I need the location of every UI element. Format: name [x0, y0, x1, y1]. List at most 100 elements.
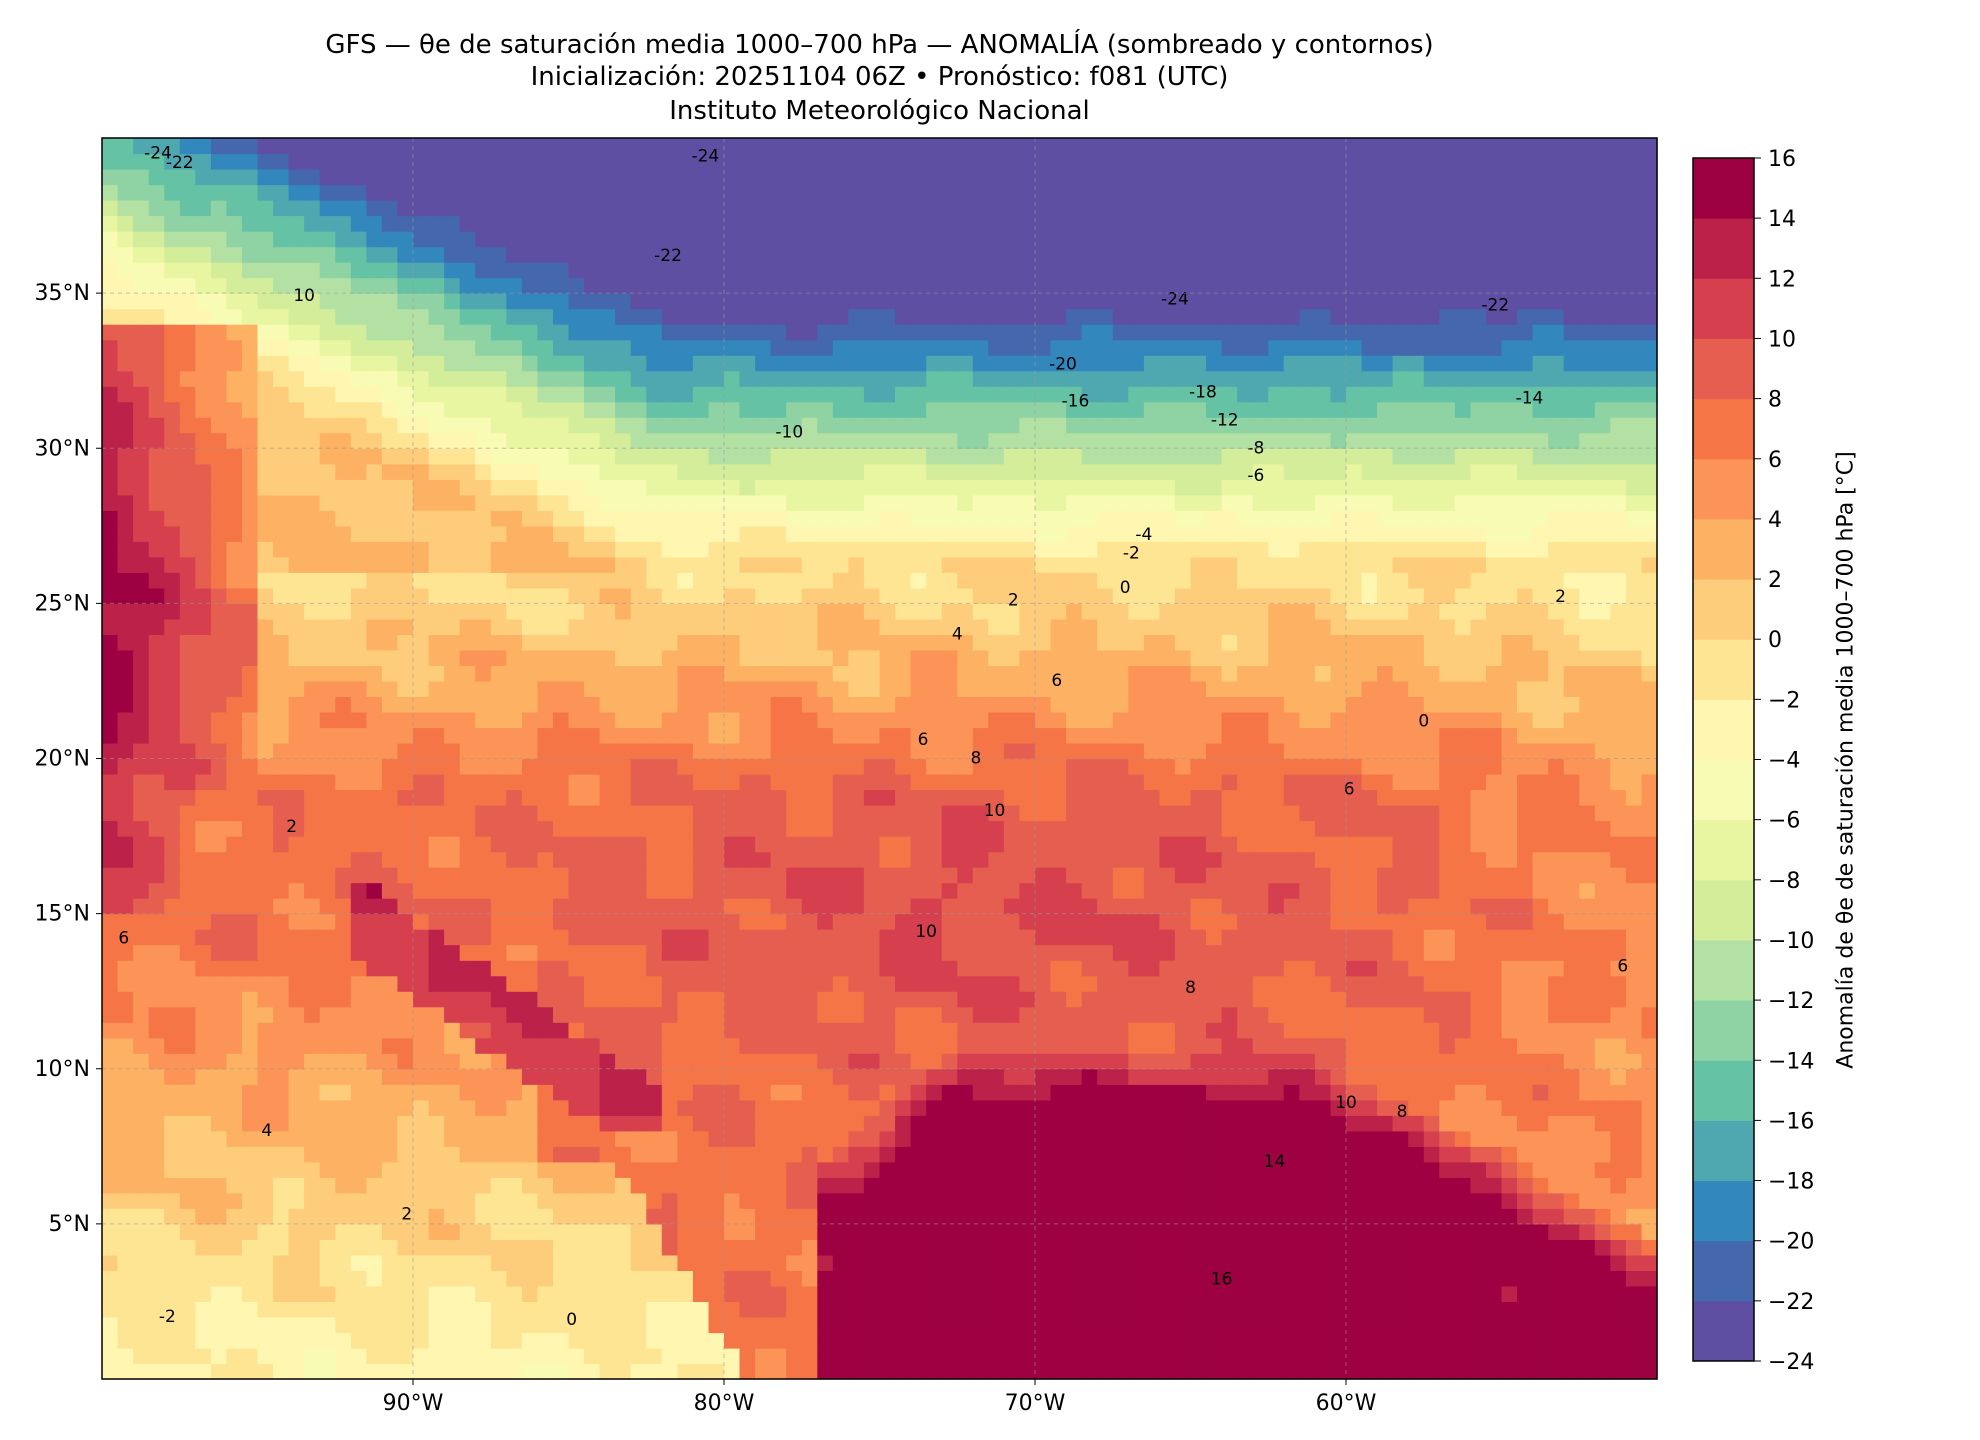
field-cell — [1548, 882, 1565, 899]
field-cell — [1019, 1115, 1036, 1132]
field-cell — [708, 712, 725, 729]
field-cell — [661, 960, 678, 977]
field-cell — [179, 789, 196, 806]
field-cell — [1408, 944, 1425, 961]
field-cell — [1532, 1084, 1549, 1101]
field-cell — [133, 820, 150, 837]
field-cell — [863, 898, 881, 915]
field-cell — [770, 929, 787, 946]
field-cell — [288, 991, 305, 1008]
field-cell — [1392, 649, 1409, 666]
field-cell — [801, 649, 818, 666]
field-cell — [677, 1022, 694, 1039]
field-cell — [801, 1223, 818, 1240]
field-cell — [1314, 913, 1331, 930]
field-cell — [708, 1006, 725, 1023]
field-cell — [1392, 1317, 1409, 1334]
field-cell — [1439, 696, 1456, 713]
field-cell — [926, 618, 943, 635]
field-cell — [661, 1348, 678, 1365]
field-cell — [413, 1223, 430, 1240]
field-cell — [895, 1270, 912, 1287]
field-cell — [801, 1130, 818, 1147]
field-cell — [319, 1161, 336, 1178]
field-cell — [941, 867, 958, 884]
field-cell — [1346, 649, 1363, 666]
field-cell — [1454, 1099, 1471, 1116]
field-cell — [1314, 1068, 1331, 1085]
field-cell — [926, 1270, 943, 1287]
field-cell — [661, 1161, 678, 1178]
field-cell — [1563, 1192, 1580, 1209]
field-cell — [148, 1254, 165, 1271]
field-cell — [1252, 618, 1269, 635]
field-cell — [1143, 712, 1160, 729]
field-cell — [273, 1317, 290, 1334]
field-cell — [1517, 618, 1534, 635]
field-cell — [1330, 1177, 1347, 1194]
field-cell — [444, 712, 461, 729]
field-cell — [755, 820, 772, 837]
field-cell — [1470, 1363, 1487, 1380]
field-cell — [475, 603, 492, 620]
field-cell — [1486, 1192, 1503, 1209]
field-cell — [879, 1270, 896, 1287]
field-cell — [1454, 634, 1471, 651]
field-cell — [413, 743, 430, 760]
field-cell — [506, 1161, 523, 1178]
field-cell — [755, 867, 772, 884]
field-cell — [1454, 1115, 1471, 1132]
field-cell — [1066, 805, 1083, 822]
field-cell — [1501, 1363, 1518, 1380]
field-cell — [724, 1317, 741, 1334]
field-cell — [1641, 1332, 1658, 1349]
field-cell — [537, 1037, 554, 1054]
field-cell — [428, 836, 445, 853]
field-cell — [895, 743, 912, 760]
field-cell — [1097, 1037, 1114, 1054]
field-cell — [1625, 649, 1643, 666]
field-cell — [755, 1270, 772, 1287]
field-cell — [1532, 743, 1549, 760]
field-cell — [475, 991, 492, 1008]
field-cell — [102, 696, 119, 713]
field-cell — [1501, 789, 1518, 806]
field-cell — [1143, 1115, 1160, 1132]
field-cell — [1501, 867, 1518, 884]
field-cell — [195, 696, 212, 713]
field-cell — [1548, 867, 1565, 884]
field-cell — [1361, 1254, 1378, 1271]
field-cell — [1128, 1285, 1145, 1302]
field-cell — [1532, 1208, 1549, 1225]
field-cell — [1252, 1177, 1269, 1194]
field-cell — [226, 1037, 243, 1054]
field-cell — [1548, 1239, 1565, 1256]
field-cell — [413, 1239, 430, 1256]
field-cell — [241, 665, 259, 682]
field-cell — [1392, 712, 1409, 729]
field-cell — [926, 1084, 943, 1101]
field-cell — [428, 975, 445, 992]
field-cell — [1470, 867, 1487, 884]
field-cell — [241, 603, 259, 620]
field-cell — [1408, 1254, 1425, 1271]
field-cell — [1579, 1285, 1596, 1302]
field-cell — [988, 603, 1005, 620]
field-cell — [1174, 1270, 1192, 1287]
field-cell — [1174, 1161, 1192, 1178]
field-cell — [941, 1146, 958, 1163]
field-cell — [273, 1285, 290, 1302]
field-cell — [381, 1270, 399, 1287]
field-cell — [692, 618, 710, 635]
field-cell — [1252, 680, 1269, 697]
field-cell — [1486, 867, 1503, 884]
field-cell — [1206, 1285, 1223, 1302]
field-cell — [1050, 1332, 1067, 1349]
field-cell — [677, 665, 694, 682]
field-cell — [630, 603, 647, 620]
field-cell — [413, 1053, 430, 1070]
field-cell — [521, 1006, 539, 1023]
field-cell — [599, 774, 616, 791]
field-cell — [615, 1301, 632, 1318]
field-cell — [428, 665, 445, 682]
